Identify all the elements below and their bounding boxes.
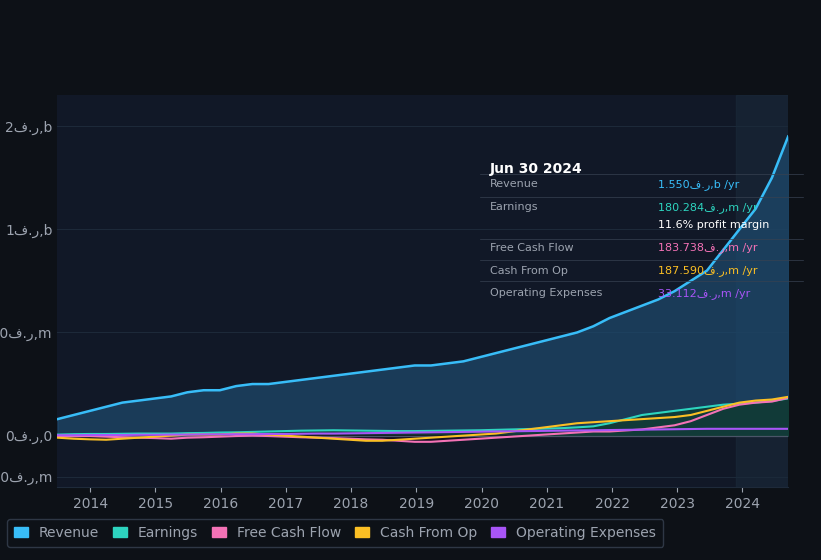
Text: Free Cash Flow: Free Cash Flow	[489, 243, 573, 253]
Text: Earnings: Earnings	[489, 202, 539, 212]
Bar	[736, 95, 788, 487]
Text: Operating Expenses: Operating Expenses	[489, 288, 602, 298]
Text: 33.112ف.ر,m /yr: 33.112ف.ر,m /yr	[658, 288, 750, 299]
Text: 183.738ف.ر,m /yr: 183.738ف.ر,m /yr	[658, 242, 758, 254]
Legend: Revenue, Earnings, Free Cash Flow, Cash From Op, Operating Expenses: Revenue, Earnings, Free Cash Flow, Cash …	[7, 519, 663, 547]
Text: 11.6% profit margin: 11.6% profit margin	[658, 220, 769, 230]
Text: Cash From Op: Cash From Op	[489, 265, 567, 276]
Text: 1.550ف.ر,b /yr: 1.550ف.ر,b /yr	[658, 179, 739, 190]
Text: 180.284ف.ر,m /yr: 180.284ف.ر,m /yr	[658, 202, 758, 213]
Text: 187.590ف.ر,m /yr: 187.590ف.ر,m /yr	[658, 265, 758, 276]
Text: Revenue: Revenue	[489, 179, 539, 189]
Text: Jun 30 2024: Jun 30 2024	[489, 162, 582, 176]
